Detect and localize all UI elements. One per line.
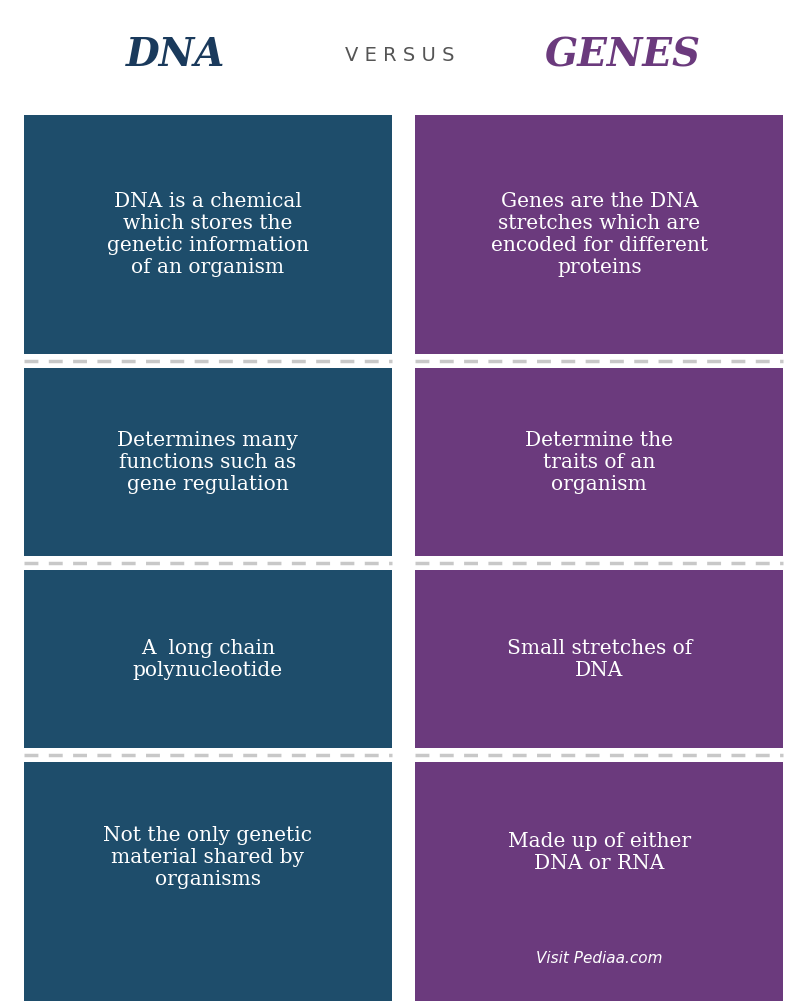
Text: V E R S U S: V E R S U S [344, 46, 455, 64]
Text: Determine the
traits of an
organism: Determine the traits of an organism [525, 430, 674, 493]
Text: Small stretches of
DNA: Small stretches of DNA [507, 639, 692, 680]
Text: Made up of either
DNA or RNA: Made up of either DNA or RNA [507, 833, 691, 874]
Text: DNA is a chemical
which stores the
genetic information
of an organism: DNA is a chemical which stores the genet… [107, 192, 308, 277]
Bar [24, 571, 392, 748]
Bar [415, 115, 783, 354]
Bar [415, 571, 783, 748]
Bar [24, 368, 392, 556]
Text: Genes are the DNA
stretches which are
encoded for different
proteins: Genes are the DNA stretches which are en… [491, 192, 708, 277]
Text: GENES: GENES [545, 36, 702, 74]
Text: A  long chain
polynucleotide: A long chain polynucleotide [133, 639, 283, 680]
Text: Visit Pediaa.com: Visit Pediaa.com [536, 951, 662, 966]
Bar [24, 115, 392, 354]
Text: DNA: DNA [126, 36, 225, 74]
Text: Determines many
functions such as
gene regulation: Determines many functions such as gene r… [117, 430, 298, 493]
Text: Not the only genetic
material shared by
organisms: Not the only genetic material shared by … [103, 826, 312, 889]
Bar [415, 762, 783, 1001]
Bar [415, 368, 783, 556]
Bar [24, 762, 392, 1001]
